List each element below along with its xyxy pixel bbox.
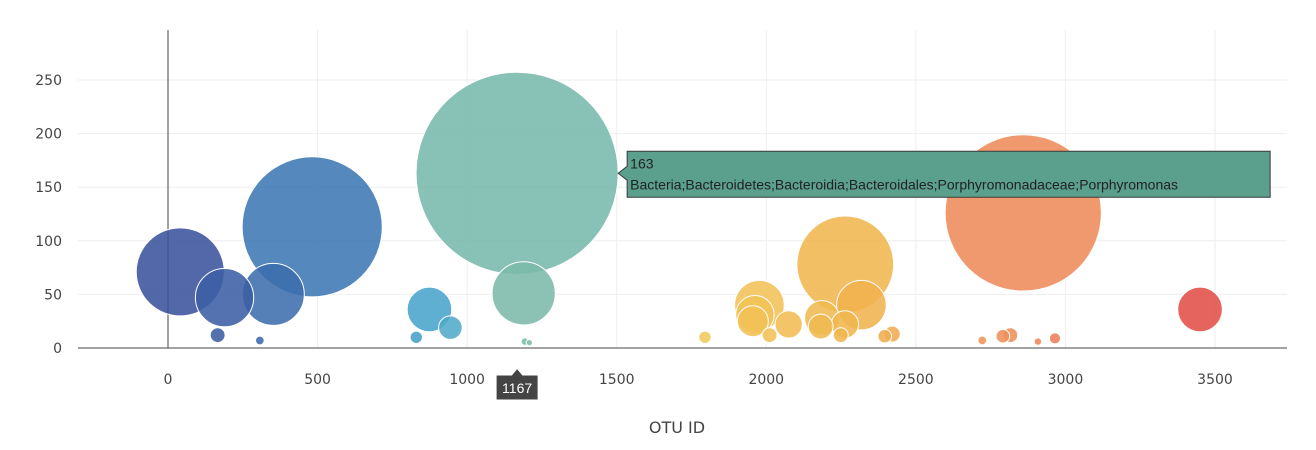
bubble-point[interactable] [438,315,463,340]
x-tick-label: 1000 [449,372,485,388]
bubble-point[interactable] [241,156,383,298]
y-tick-label: 150 [35,180,62,196]
bubble-point[interactable] [194,267,255,328]
tick-labels: 0 500 1000 1500 2000 2500 3000 3500 0 50 100 150 200… [35,73,1233,388]
y-tick-label: 200 [35,127,62,143]
hover-tooltip-box [617,150,1271,198]
bubble-point[interactable] [761,327,778,344]
hover-label-text: Bacteria;Bacteroidetes;Bacteroidia;Bacte… [630,176,1178,192]
bubble-point[interactable] [877,328,893,344]
bubble-point[interactable] [254,335,265,346]
bubble-point[interactable] [1048,332,1062,345]
bubble-point[interactable] [995,328,1011,344]
bubble-point[interactable] [698,330,712,344]
bubble-point[interactable] [1177,286,1223,333]
y-tick-label: 250 [35,73,62,89]
x-tick-label: 3500 [1197,372,1233,388]
x-tick-label: 2500 [898,372,934,388]
y-tick-label: 50 [44,287,62,303]
x-tick-label: 2000 [748,372,784,388]
y-tick-label: 0 [53,341,62,357]
x-hover-label-box [496,369,538,400]
hover-value-text: 163 [630,155,654,171]
bubble-point[interactable] [736,305,769,338]
bubble-series[interactable] [135,71,1223,347]
bubble-point[interactable] [409,330,423,344]
bubble-point[interactable] [807,313,834,340]
x-tick-label: 3000 [1048,372,1084,388]
bubble-point[interactable] [491,261,556,326]
x-tick-label: 1500 [599,372,635,388]
y-tick-label: 100 [35,234,62,250]
x-axis-title: OTU ID [649,418,705,437]
x-hover-label-text: 1167 [502,380,532,396]
bubble-point[interactable] [525,339,533,347]
hover-layer: 163 Bacteria;Bacteroidetes;Bacteroidia;Ba… [496,150,1271,400]
bubble-point[interactable] [774,310,803,339]
bubble-point[interactable] [832,327,849,344]
bubble-point[interactable] [415,71,619,275]
x-tick-label: 500 [304,372,331,388]
bubble-point[interactable] [209,327,226,344]
x-tick-label: 0 [164,372,173,388]
bubble-point[interactable] [1033,337,1043,346]
bubble-point[interactable] [977,335,988,346]
